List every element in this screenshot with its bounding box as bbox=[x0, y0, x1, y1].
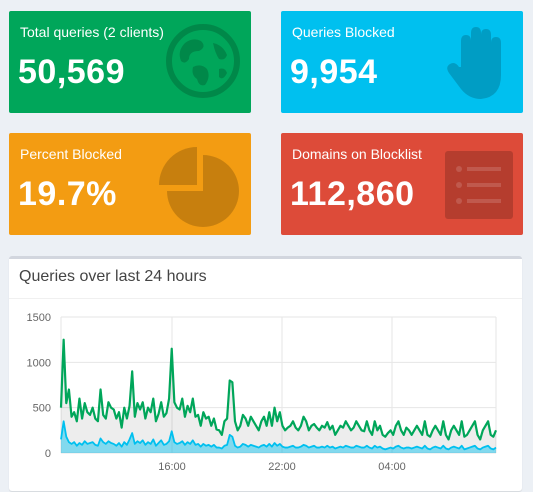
queries-blocked-tile[interactable]: Queries Blocked 9,954 bbox=[281, 11, 523, 113]
tile-label: Percent Blocked bbox=[20, 146, 122, 162]
x-tick-label: 04:00 bbox=[378, 461, 406, 473]
queries-chart[interactable]: 0 500 1000 1500 16:00 22:00 04:00 bbox=[9, 259, 522, 491]
y-tick-label: 1500 bbox=[27, 312, 51, 324]
pie-chart-icon bbox=[159, 147, 239, 227]
domains-on-blocklist-tile[interactable]: Domains on Blocklist 112,860 bbox=[281, 133, 523, 235]
hand-icon bbox=[447, 27, 501, 99]
x-tick-label: 22:00 bbox=[268, 461, 296, 473]
tile-value: 112,860 bbox=[290, 175, 415, 213]
series-line bbox=[59, 338, 498, 441]
x-tick-label: 16:00 bbox=[158, 461, 186, 473]
tile-value: 9,954 bbox=[290, 53, 378, 91]
panel-title: Queries over last 24 hours bbox=[19, 268, 207, 285]
tile-label: Queries Blocked bbox=[292, 24, 395, 40]
series-line bbox=[60, 420, 497, 451]
y-tick-label: 500 bbox=[33, 403, 51, 415]
tile-label: Domains on Blocklist bbox=[292, 146, 422, 162]
tile-label: Total queries (2 clients) bbox=[20, 24, 164, 40]
globe-icon bbox=[166, 24, 240, 98]
tile-value: 50,569 bbox=[18, 53, 125, 91]
series-area bbox=[61, 339, 496, 453]
panel-divider bbox=[9, 298, 522, 299]
y-tick-label: 1000 bbox=[27, 357, 51, 369]
total-queries-tile[interactable]: Total queries (2 clients) 50,569 bbox=[9, 11, 251, 113]
percent-blocked-tile[interactable]: Percent Blocked 19.7% bbox=[9, 133, 251, 235]
y-tick-label: 0 bbox=[45, 448, 51, 460]
list-icon bbox=[445, 151, 513, 219]
queries-over-time-panel: Queries over last 24 hours 0 500 1000 1500 1… bbox=[9, 256, 522, 491]
tile-value: 19.7% bbox=[18, 175, 117, 213]
series-area bbox=[61, 421, 496, 453]
